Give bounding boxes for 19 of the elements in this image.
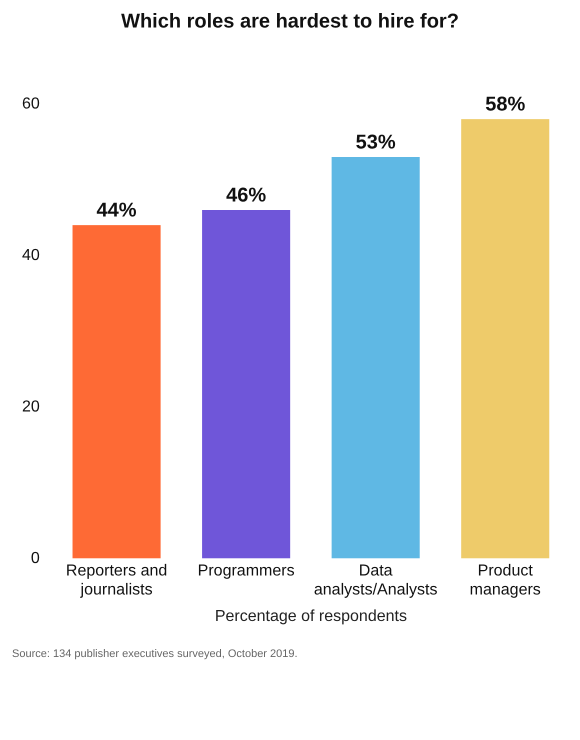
data-label: 53% <box>356 132 396 154</box>
bar <box>332 157 420 558</box>
data-label: 46% <box>226 184 266 207</box>
bar <box>461 119 550 558</box>
y-tick-label: 20 <box>22 398 40 416</box>
x-tick-label: Programmers <box>198 562 295 580</box>
y-tick-label: 40 <box>22 246 40 264</box>
bar <box>202 210 290 558</box>
y-tick-label: 0 <box>30 550 40 567</box>
source-note: Source: 134 publisher executives surveyed, October 2019. <box>12 648 299 660</box>
y-tick-label: 60 <box>22 95 40 112</box>
x-tick-label: Reporters and journalists <box>66 562 168 599</box>
x-tick-label: Data analysts/Analysts <box>314 562 438 599</box>
chart-title: Which roles are hardest to hire for? <box>121 10 459 33</box>
bar <box>72 225 161 558</box>
x-tick-label: Product managers <box>470 562 541 599</box>
data-label: 44% <box>96 200 137 222</box>
x-axis-title: Percentage of respondents <box>214 608 407 625</box>
data-label: 58% <box>485 94 526 116</box>
